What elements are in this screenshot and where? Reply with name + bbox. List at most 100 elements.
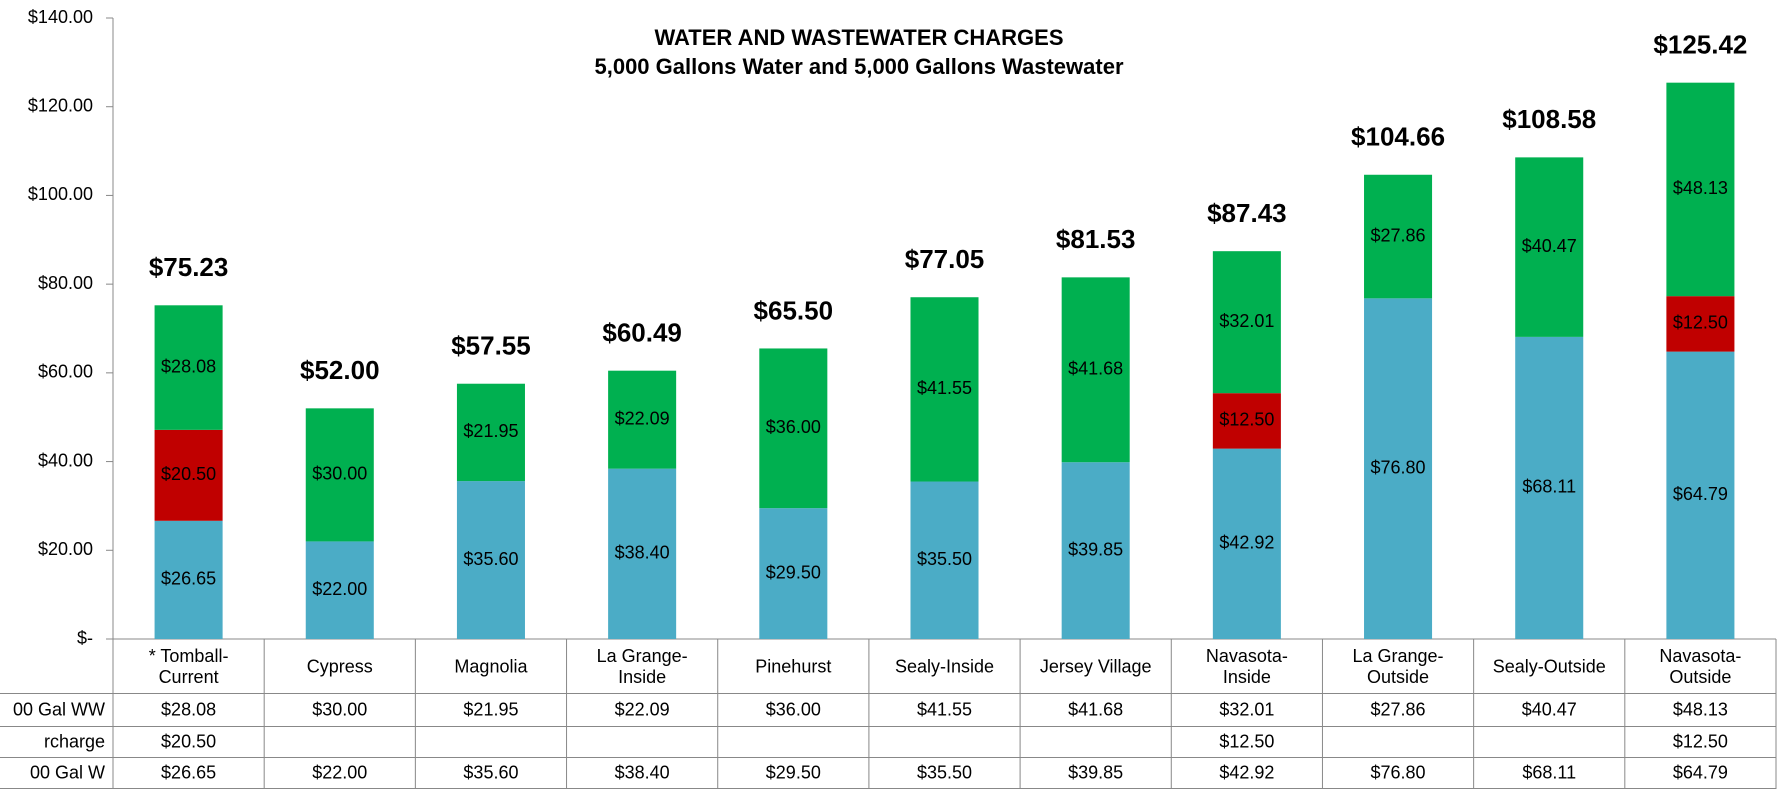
table-row-label: rcharge xyxy=(44,731,105,751)
y-tick-label: $60.00 xyxy=(38,362,93,382)
category-label: Sealy-Inside xyxy=(895,656,994,676)
bar-segment xyxy=(1212,448,1281,639)
table-cell: $42.92 xyxy=(1219,762,1274,782)
total-label: $104.66 xyxy=(1351,122,1445,152)
bar-value-label: $20.50 xyxy=(161,464,216,484)
bar-value-label: $21.95 xyxy=(463,421,518,441)
bar-value-label: $30.00 xyxy=(312,464,367,484)
bar-value-label: $12.50 xyxy=(1673,313,1728,333)
table-cell: $68.11 xyxy=(1522,762,1576,782)
table-cell: $26.65 xyxy=(161,762,216,782)
chart-subtitle: 5,000 Gallons Water and 5,000 Gallons Wa… xyxy=(594,54,1123,79)
table-cell: $48.13 xyxy=(1673,699,1728,719)
bar-segment xyxy=(1515,157,1584,337)
bar-segment xyxy=(305,408,374,542)
table-cell: $27.86 xyxy=(1371,699,1426,719)
bar-value-label: $41.68 xyxy=(1068,359,1123,379)
table-cell: $36.00 xyxy=(766,699,821,719)
category-label: Sealy-Outside xyxy=(1493,656,1606,676)
table-cell: $39.85 xyxy=(1068,762,1123,782)
bar-segment xyxy=(154,305,223,430)
category-label: La Grange-Outside xyxy=(1353,646,1444,687)
total-label: $60.49 xyxy=(602,318,682,348)
bar-value-label: $41.55 xyxy=(917,378,972,398)
bar-segment xyxy=(1515,336,1584,639)
bar-value-label: $40.47 xyxy=(1522,236,1577,256)
bar-segment xyxy=(608,370,677,469)
bar-value-label: $22.00 xyxy=(312,579,367,599)
bar-segment xyxy=(1212,393,1281,449)
bar-segment xyxy=(1061,277,1130,463)
bar-segment xyxy=(1666,351,1735,639)
total-label: $108.58 xyxy=(1502,104,1596,134)
bar-segment xyxy=(759,348,828,509)
table-cell: $40.47 xyxy=(1522,699,1577,719)
table-cell: $30.00 xyxy=(312,699,367,719)
total-label: $77.05 xyxy=(905,244,985,274)
bar-value-label: $68.11 xyxy=(1522,477,1576,497)
bar-value-label: $12.50 xyxy=(1219,410,1274,430)
bar-segment xyxy=(456,481,525,639)
y-tick-label: $100.00 xyxy=(28,184,93,204)
bar-segment xyxy=(910,481,979,639)
total-label: $81.53 xyxy=(1056,224,1136,254)
bar-value-label: $22.09 xyxy=(615,408,670,428)
bar-segment xyxy=(154,520,223,639)
table-cell: $21.95 xyxy=(463,699,518,719)
total-label: $57.55 xyxy=(451,331,531,361)
total-label: $65.50 xyxy=(754,295,834,325)
y-tick-label: $120.00 xyxy=(28,95,93,115)
total-label: $87.43 xyxy=(1207,198,1287,228)
category-label: Pinehurst xyxy=(755,656,831,676)
total-label: $125.42 xyxy=(1653,30,1747,60)
bar-value-label: $42.92 xyxy=(1219,533,1274,553)
bar-segment xyxy=(305,541,374,639)
y-tick-label: $- xyxy=(77,628,93,648)
bar-value-label: $35.60 xyxy=(463,549,518,569)
bar-segment xyxy=(1666,82,1735,297)
bar-value-label: $64.79 xyxy=(1673,484,1728,504)
bar-segment xyxy=(1364,298,1433,639)
bar-value-label: $36.00 xyxy=(766,417,821,437)
bar-value-label: $29.50 xyxy=(766,562,821,582)
y-tick-label: $80.00 xyxy=(38,273,93,293)
total-label: $75.23 xyxy=(149,252,229,282)
table-cell: $76.80 xyxy=(1371,762,1426,782)
bar-segment xyxy=(1061,462,1130,639)
table-cell: $20.50 xyxy=(161,731,216,751)
category-label: La Grange-Inside xyxy=(597,646,688,687)
category-label: Jersey Village xyxy=(1040,656,1152,676)
table-row-label: 00 Gal W xyxy=(30,762,105,782)
bar-value-label: $32.01 xyxy=(1219,311,1274,331)
bar-value-label: $38.40 xyxy=(615,543,670,563)
table-cell: $41.55 xyxy=(917,699,972,719)
chart-title: WATER AND WASTEWATER CHARGES xyxy=(654,25,1063,50)
table-cell: $12.50 xyxy=(1219,731,1274,751)
category-label: * Tomball-Current xyxy=(149,646,229,687)
y-tick-label: $20.00 xyxy=(38,539,93,559)
table-cell: $12.50 xyxy=(1673,731,1728,751)
y-tick-label: $40.00 xyxy=(38,450,93,470)
bar-value-label: $76.80 xyxy=(1371,457,1426,477)
bar-segment xyxy=(456,383,525,482)
bar-segment xyxy=(1212,251,1281,394)
category-label: Cypress xyxy=(307,656,373,676)
table-cell: $22.09 xyxy=(615,699,670,719)
y-tick-label: $140.00 xyxy=(28,7,93,27)
bar-segment xyxy=(154,429,223,521)
table-cell: $38.40 xyxy=(615,762,670,782)
table-cell: $32.01 xyxy=(1219,699,1274,719)
table-cell: $22.00 xyxy=(312,762,367,782)
bar-segment xyxy=(1364,174,1433,299)
bar-segment xyxy=(759,508,828,639)
total-label: $52.00 xyxy=(300,355,380,385)
bar-value-label: $35.50 xyxy=(917,549,972,569)
bar-value-label: $28.08 xyxy=(161,356,216,376)
category-label: Magnolia xyxy=(454,656,528,676)
table-cell: $35.50 xyxy=(917,762,972,782)
bar-segment xyxy=(910,297,979,482)
bar-value-label: $48.13 xyxy=(1673,178,1728,198)
table-cell: $64.79 xyxy=(1673,762,1728,782)
bar-value-label: $26.65 xyxy=(161,569,216,589)
